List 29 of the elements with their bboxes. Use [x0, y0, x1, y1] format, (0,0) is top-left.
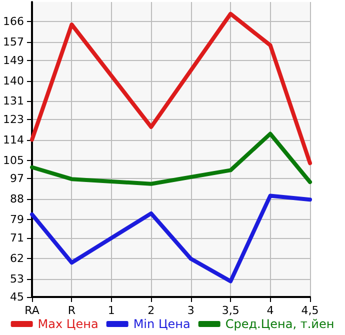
y-tick-label: 97 — [10, 172, 24, 186]
y-tick-label: 45 — [10, 290, 24, 304]
line-series — [30, 12, 312, 166]
x-tick-label: 3,5 — [222, 304, 240, 317]
legend-label: Сред.Цена, т.йен — [225, 317, 334, 331]
x-tick-label: 1 — [108, 304, 115, 317]
y-tick-label: 131 — [2, 94, 24, 108]
x-tick-label: R — [68, 304, 76, 317]
x-tick-label: RA — [24, 304, 40, 317]
y-tick-label: 149 — [2, 54, 24, 67]
y-tick-label: 157 — [2, 36, 24, 49]
y-tick-label: 123 — [2, 112, 24, 126]
legend-label: Max Цена — [38, 317, 98, 331]
y-tick-label: 62 — [10, 252, 24, 265]
y-tick-label: 71 — [10, 231, 24, 244]
legend-label: Min Цена — [133, 317, 190, 331]
x-tick-label: 2 — [148, 304, 155, 317]
y-tick-label: 79 — [10, 213, 24, 226]
line-series — [30, 132, 312, 186]
line-series — [30, 194, 312, 284]
x-tick-label: 3 — [187, 304, 194, 317]
y-tick-label: 140 — [2, 74, 24, 88]
y-tick-label: 114 — [2, 133, 24, 146]
y-tick-label: 53 — [10, 272, 24, 286]
y-tick-label: 166 — [2, 15, 24, 28]
y-tick-label: 88 — [10, 192, 24, 206]
x-tick-label: 4,5 — [301, 304, 319, 317]
x-tick-label: 4 — [266, 304, 274, 317]
y-tick-label: 105 — [2, 154, 24, 167]
